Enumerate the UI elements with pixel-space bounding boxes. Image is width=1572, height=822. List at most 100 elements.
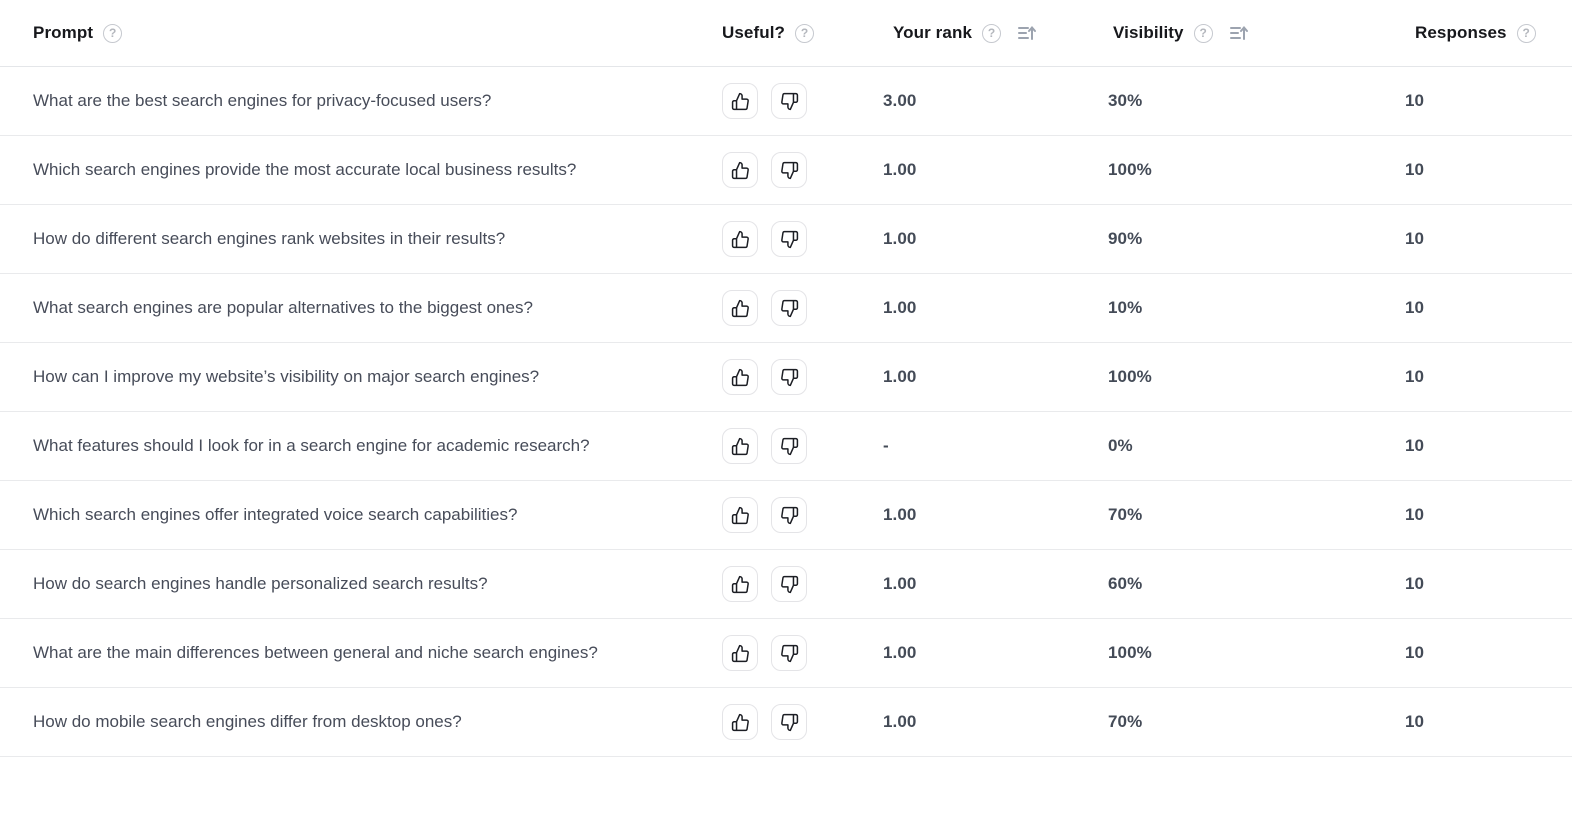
visibility-cell: 10% — [1095, 298, 1390, 318]
responses-value: 10 — [1405, 367, 1425, 386]
prompt-text: How do search engines handle personalize… — [33, 574, 488, 593]
visibility-value: 10% — [1108, 298, 1143, 317]
thumbs-down-button[interactable] — [771, 635, 807, 671]
table-row[interactable]: How can I improve my website’s visibilit… — [0, 343, 1572, 412]
help-icon[interactable]: ? — [103, 23, 123, 43]
table-row[interactable]: How do mobile search engines differ from… — [0, 688, 1572, 757]
thumbs-down-button[interactable] — [771, 497, 807, 533]
responses-value: 10 — [1405, 298, 1425, 317]
thumbs-down-icon — [780, 713, 799, 732]
column-header-prompt: Prompt ? — [0, 23, 710, 43]
visibility-value: 60% — [1108, 574, 1143, 593]
thumbs-up-button[interactable] — [722, 359, 758, 395]
visibility-value: 100% — [1108, 160, 1152, 179]
prompt-text: What are the best search engines for pri… — [33, 91, 492, 110]
prompt-cell: What are the main differences between ge… — [0, 638, 710, 668]
thumbs-down-button[interactable] — [771, 83, 807, 119]
table-row[interactable]: What search engines are popular alternat… — [0, 274, 1572, 343]
sort-ascending-icon[interactable] — [1015, 22, 1037, 44]
table-body: What are the best search engines for pri… — [0, 67, 1572, 757]
prompt-text: What features should I look for in a sea… — [33, 436, 590, 455]
sort-ascending-icon[interactable] — [1227, 22, 1249, 44]
thumbs-up-icon — [731, 644, 750, 663]
useful-cell — [710, 428, 870, 464]
column-header-responses: Responses ? — [1390, 23, 1572, 43]
column-header-useful: Useful? ? — [710, 23, 870, 43]
thumbs-up-button[interactable] — [722, 221, 758, 257]
visibility-cell: 100% — [1095, 367, 1390, 387]
responses-cell: 10 — [1390, 436, 1572, 456]
help-icon[interactable]: ? — [1193, 23, 1213, 43]
thumbs-down-button[interactable] — [771, 359, 807, 395]
responses-value: 10 — [1405, 160, 1425, 179]
thumbs-down-icon — [780, 575, 799, 594]
thumbs-up-button[interactable] — [722, 83, 758, 119]
table-row[interactable]: What are the main differences between ge… — [0, 619, 1572, 688]
prompt-cell: What search engines are popular alternat… — [0, 293, 710, 323]
prompt-cell: How do mobile search engines differ from… — [0, 707, 710, 737]
prompt-text: How do mobile search engines differ from… — [33, 712, 462, 731]
prompt-text: How do different search engines rank web… — [33, 229, 506, 248]
prompt-text: What are the main differences between ge… — [33, 643, 598, 662]
thumbs-down-button[interactable] — [771, 704, 807, 740]
useful-cell — [710, 497, 870, 533]
responses-cell: 10 — [1390, 712, 1572, 732]
help-icon[interactable]: ? — [1516, 23, 1536, 43]
thumbs-up-button[interactable] — [722, 635, 758, 671]
visibility-value: 70% — [1108, 505, 1143, 524]
useful-cell — [710, 83, 870, 119]
responses-value: 10 — [1405, 505, 1425, 524]
visibility-value: 0% — [1108, 436, 1133, 455]
table-row[interactable]: What are the best search engines for pri… — [0, 67, 1572, 136]
thumbs-down-button[interactable] — [771, 566, 807, 602]
responses-value: 10 — [1405, 574, 1425, 593]
visibility-value: 90% — [1108, 229, 1143, 248]
thumbs-down-button[interactable] — [771, 152, 807, 188]
table-row[interactable]: Which search engines provide the most ac… — [0, 136, 1572, 205]
thumbs-up-button[interactable] — [722, 428, 758, 464]
table-header: Prompt ? Useful? ? Your rank ? Visibilit… — [0, 0, 1572, 67]
thumbs-up-button[interactable] — [722, 704, 758, 740]
useful-cell — [710, 152, 870, 188]
table-row[interactable]: Which search engines offer integrated vo… — [0, 481, 1572, 550]
thumbs-up-icon — [731, 506, 750, 525]
table-row[interactable]: What features should I look for in a sea… — [0, 412, 1572, 481]
responses-cell: 10 — [1390, 574, 1572, 594]
help-icon[interactable]: ? — [795, 23, 815, 43]
column-header-visibility: Visibility ? — [1095, 22, 1390, 44]
thumbs-up-icon — [731, 299, 750, 318]
visibility-value: 100% — [1108, 367, 1152, 386]
visibility-cell: 70% — [1095, 712, 1390, 732]
table-row[interactable]: How do different search engines rank web… — [0, 205, 1572, 274]
thumbs-down-icon — [780, 506, 799, 525]
visibility-cell: 0% — [1095, 436, 1390, 456]
rank-cell: 1.00 — [870, 298, 1095, 318]
rank-cell: 1.00 — [870, 712, 1095, 732]
thumbs-down-icon — [780, 644, 799, 663]
thumbs-down-icon — [780, 437, 799, 456]
help-icon[interactable]: ? — [982, 23, 1001, 43]
thumbs-down-button[interactable] — [771, 428, 807, 464]
prompt-text: How can I improve my website’s visibilit… — [33, 367, 540, 386]
thumbs-down-button[interactable] — [771, 221, 807, 257]
rank-value: 1.00 — [883, 160, 917, 179]
thumbs-up-button[interactable] — [722, 290, 758, 326]
prompt-cell: Which search engines provide the most ac… — [0, 155, 710, 185]
thumbs-up-icon — [731, 92, 750, 111]
thumbs-up-button[interactable] — [722, 152, 758, 188]
useful-cell — [710, 221, 870, 257]
thumbs-up-button[interactable] — [722, 566, 758, 602]
thumbs-up-icon — [731, 713, 750, 732]
prompts-table: Prompt ? Useful? ? Your rank ? Visibilit… — [0, 0, 1572, 757]
thumbs-down-button[interactable] — [771, 290, 807, 326]
responses-cell: 10 — [1390, 160, 1572, 180]
thumbs-up-button[interactable] — [722, 497, 758, 533]
thumbs-down-icon — [780, 230, 799, 249]
visibility-cell: 60% — [1095, 574, 1390, 594]
column-label-rank: Your rank — [893, 23, 972, 42]
table-row[interactable]: How do search engines handle personalize… — [0, 550, 1572, 619]
rank-cell: - — [870, 436, 1095, 456]
thumbs-up-icon — [731, 161, 750, 180]
visibility-cell: 100% — [1095, 643, 1390, 663]
rank-value: 1.00 — [883, 643, 917, 662]
